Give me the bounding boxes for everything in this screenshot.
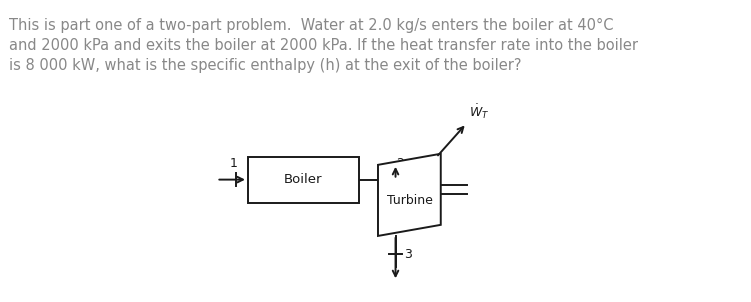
Text: Turbine: Turbine (388, 194, 433, 207)
Polygon shape (378, 154, 441, 236)
Bar (248, 156, 359, 203)
Text: Boiler: Boiler (284, 173, 322, 186)
Text: $\dot{W}_T$: $\dot{W}_T$ (469, 102, 490, 120)
Text: 3: 3 (404, 248, 412, 261)
Text: 1: 1 (230, 157, 238, 170)
Text: 2: 2 (397, 157, 404, 170)
Text: This is part one of a two-part problem.  Water at 2.0 kg/s enters the boiler at : This is part one of a two-part problem. … (9, 18, 638, 73)
